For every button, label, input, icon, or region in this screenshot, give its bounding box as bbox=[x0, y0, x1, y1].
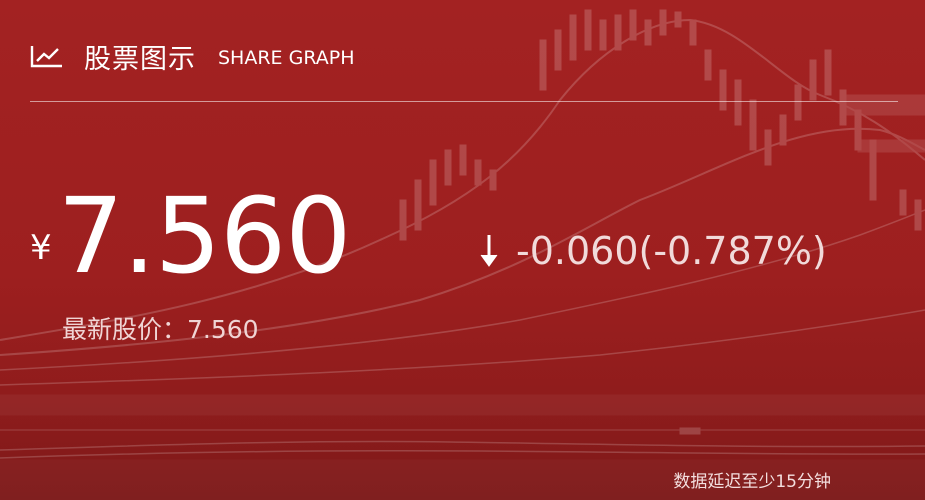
header-divider bbox=[30, 101, 898, 102]
price-display: ¥ 7.560 bbox=[30, 168, 352, 297]
header-title-en: SHARE GRAPH bbox=[218, 47, 355, 69]
line-chart-icon bbox=[30, 46, 62, 68]
currency-symbol: ¥ bbox=[30, 228, 52, 268]
current-price: 7.560 bbox=[57, 175, 352, 297]
arrow-down-icon bbox=[480, 235, 498, 267]
data-delay-note: 数据延迟至少15分钟 bbox=[673, 472, 831, 492]
header-title-cn: 股票图示 bbox=[84, 43, 196, 75]
price-change: -0.060(-0.787%) bbox=[478, 229, 827, 273]
panel-header: 股票图示 SHARE GRAPH bbox=[30, 36, 355, 76]
price-change-text: -0.060(-0.787%) bbox=[516, 229, 827, 273]
latest-price-label: 最新股价：7.560 bbox=[62, 315, 259, 344]
